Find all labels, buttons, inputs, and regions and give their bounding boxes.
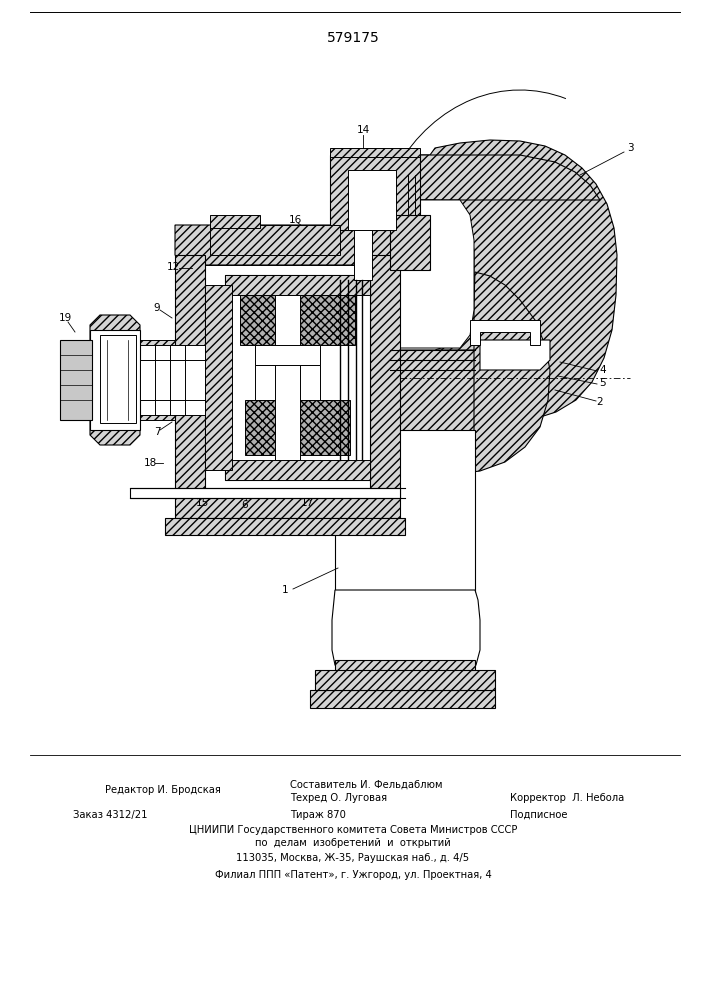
Polygon shape [330,148,420,157]
Text: 8: 8 [153,410,160,420]
Polygon shape [245,400,350,455]
Polygon shape [315,670,495,690]
Polygon shape [390,350,498,474]
Text: 5: 5 [600,378,607,388]
Text: 12: 12 [166,262,180,272]
Polygon shape [390,200,474,350]
Text: 17: 17 [300,498,314,508]
Text: 6: 6 [242,500,248,510]
Polygon shape [430,272,550,474]
Polygon shape [90,315,140,445]
Polygon shape [60,340,92,420]
Text: Составитель И. Фельдаблюм: Составитель И. Фельдаблюм [290,780,443,790]
Text: 19: 19 [59,313,71,323]
Polygon shape [140,340,175,420]
Text: Редактор И. Бродская: Редактор И. Бродская [105,785,221,795]
Polygon shape [175,255,205,490]
Polygon shape [165,518,405,535]
Text: 579175: 579175 [327,31,380,45]
Polygon shape [175,490,400,518]
Polygon shape [370,255,400,490]
Text: 1: 1 [281,585,288,595]
Bar [310,690,495,708]
Polygon shape [140,345,205,415]
Text: 3: 3 [626,143,633,153]
Text: Заказ 4312/21: Заказ 4312/21 [73,810,148,820]
Text: Тираж 870: Тираж 870 [290,810,346,820]
Text: Техред О. Луговая: Техред О. Луговая [290,793,387,803]
Text: 16: 16 [288,215,302,225]
Text: Филиал ППП «Патент», г. Ужгород, ул. Проектная, 4: Филиал ППП «Патент», г. Ужгород, ул. Про… [215,870,491,880]
Bar [255,345,320,365]
Bar [140,360,205,400]
Polygon shape [390,155,600,200]
Text: 7: 7 [153,427,160,437]
Polygon shape [330,155,420,230]
Text: 15: 15 [195,498,209,508]
Text: 113035, Москва, Ж-35, Раушская наб., д. 4/5: 113035, Москва, Ж-35, Раушская наб., д. … [236,853,469,863]
Text: Подписное: Подписное [510,810,568,820]
Text: 13: 13 [240,215,254,225]
Text: 14: 14 [356,125,370,135]
Text: 11: 11 [158,489,172,499]
Text: 10: 10 [151,363,163,373]
Polygon shape [225,275,370,480]
Bar [205,265,370,490]
Polygon shape [175,225,400,265]
Polygon shape [205,285,232,470]
Bar [335,430,475,660]
Polygon shape [210,225,340,255]
Polygon shape [332,590,480,683]
Text: 18: 18 [144,458,157,468]
Polygon shape [130,488,400,498]
Polygon shape [90,330,140,430]
Polygon shape [470,320,540,345]
Polygon shape [480,340,550,370]
Text: 2: 2 [597,397,603,407]
Bar [275,295,300,460]
Bar [348,170,396,230]
Bar [100,335,136,423]
Bar [255,365,320,400]
Text: Корректор  Л. Небола: Корректор Л. Небола [510,793,624,803]
Text: 4: 4 [600,365,607,375]
Polygon shape [240,295,355,345]
Polygon shape [335,660,475,680]
Polygon shape [390,200,474,348]
Text: 9: 9 [153,303,160,313]
Text: по  делам  изобретений  и  открытий: по делам изобретений и открытий [255,838,451,848]
Bar [354,230,372,280]
Polygon shape [225,275,370,295]
Polygon shape [210,215,260,228]
Polygon shape [225,460,370,480]
Polygon shape [390,215,430,270]
Text: ЦНИИПИ Государственного комитета Совета Министров СССР: ЦНИИПИ Государственного комитета Совета … [189,825,518,835]
Polygon shape [390,140,617,421]
